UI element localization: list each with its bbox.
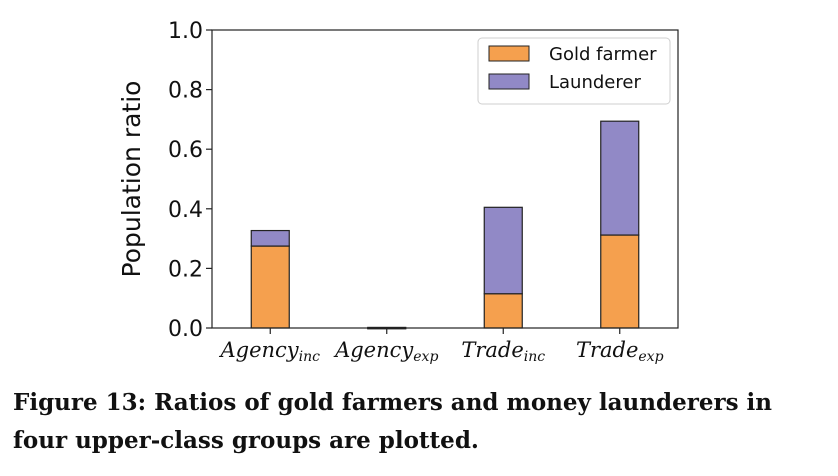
y-tick-label: 0.8 bbox=[168, 79, 203, 104]
y-axis-label: Population ratio bbox=[117, 81, 146, 278]
bar-gold-farmer-4 bbox=[600, 234, 640, 329]
y-axis: 0.0 0.2 0.4 0.6 0.8 1.0 bbox=[168, 19, 212, 342]
y-tick-label: 1.0 bbox=[168, 19, 203, 44]
legend: Gold farmer Launderer bbox=[477, 37, 671, 105]
legend-swatch bbox=[488, 73, 530, 90]
bar-gold-farmer-1 bbox=[250, 245, 290, 329]
bar-launderer-4 bbox=[600, 120, 640, 236]
x-tick-label: Tradeinc bbox=[461, 338, 545, 365]
x-axis: Agencyinc Agencyexp Tradeinc Tradeexp bbox=[218, 328, 664, 365]
y-tick-label: 0.0 bbox=[168, 317, 203, 342]
bar-launderer-3 bbox=[483, 206, 523, 295]
bars-layer bbox=[250, 120, 640, 330]
bar-launderer-1 bbox=[250, 229, 290, 247]
legend-label: Gold farmer bbox=[549, 44, 657, 65]
x-tick-label: Tradeexp bbox=[576, 338, 664, 365]
y-tick-label: 0.4 bbox=[168, 198, 203, 223]
bar-gold-farmer-3 bbox=[483, 293, 523, 329]
legend-swatch bbox=[488, 45, 530, 62]
figure-caption: Figure 13: Ratios of gold farmers and mo… bbox=[13, 389, 772, 454]
x-tick-label: Agencyinc bbox=[218, 338, 320, 365]
plot-frame bbox=[211, 29, 679, 329]
y-tick-label: 0.6 bbox=[168, 138, 203, 163]
legend-label: Launderer bbox=[549, 72, 641, 93]
x-tick-label: Agencyexp bbox=[333, 338, 438, 365]
y-tick-label: 0.2 bbox=[168, 257, 203, 282]
stacked-bar-chart: 0.0 0.2 0.4 0.6 0.8 1.0 Agencyinc Agencyexp Tra… bbox=[117, 19, 679, 365]
